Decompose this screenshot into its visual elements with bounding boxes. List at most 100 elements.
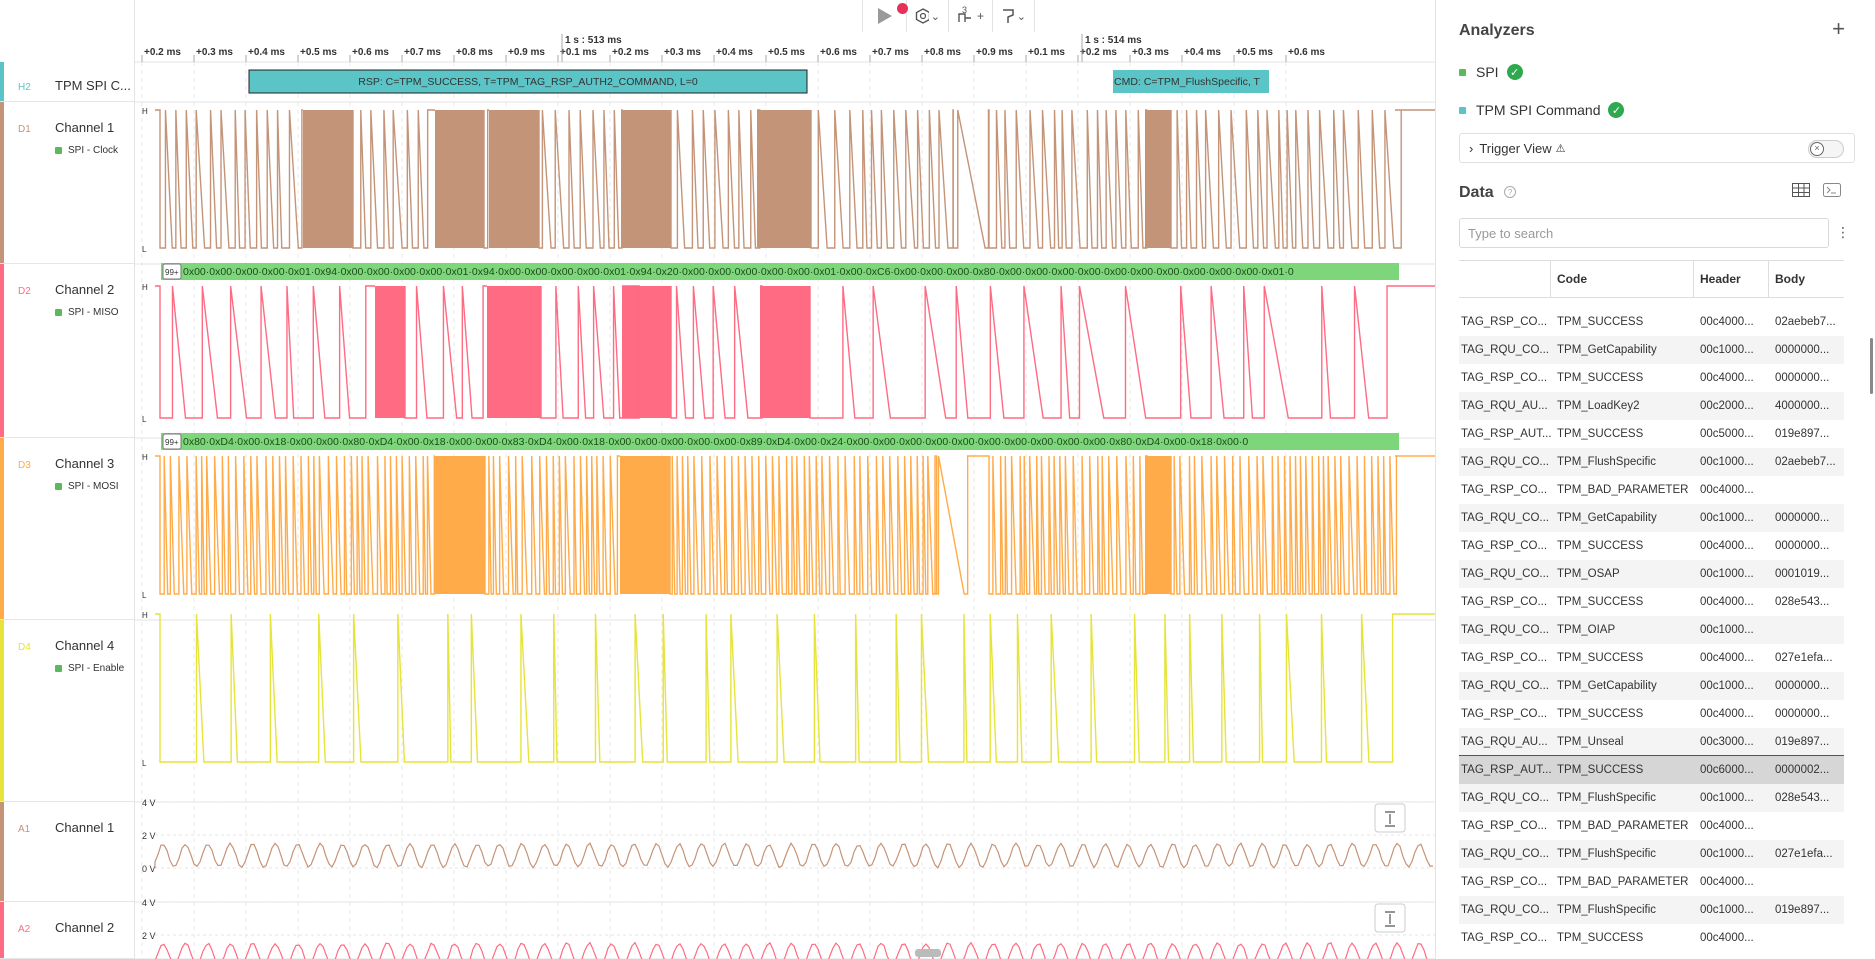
table-row[interactable]: TAG_RQU_CO... TPM_GetCapability 00c1000...… <box>1459 336 1844 364</box>
signal-high-marker: H <box>142 453 148 462</box>
column-header-code[interactable]: Code <box>1551 261 1694 297</box>
table-view-icon[interactable] <box>1792 183 1810 200</box>
ruler-tick-label: +0.8 ms <box>456 47 493 58</box>
clock-waveform[interactable] <box>155 109 1435 249</box>
table-cell: TAG_RQU_CO... <box>1461 512 1549 524</box>
mosi-waveform[interactable] <box>155 455 1435 595</box>
analog-channel-1-trace[interactable] <box>154 841 1434 869</box>
table-row[interactable]: TAG_RSP_CO... TPM_BAD_PARAMETER 00c4000... <box>1459 868 1844 896</box>
dense-burst <box>303 110 353 248</box>
help-icon[interactable]: ? <box>1504 186 1517 198</box>
channel-name[interactable]: Channel 1 <box>55 820 115 835</box>
enable-waveform[interactable] <box>155 613 1435 763</box>
channel-tag: H2 <box>18 82 31 93</box>
table-scrollbar[interactable] <box>1870 338 1873 394</box>
table-row[interactable]: TAG_RQU_AU... TPM_Unseal 00c3000... 019e897… <box>1459 728 1844 756</box>
decoded-data-table[interactable]: Code Header Body TAG_RSP_CO... TPM_SUCCES… <box>1459 260 1844 959</box>
channel-label-d1[interactable]: D1 Channel 1 SPI - Clock <box>0 102 135 264</box>
table-row[interactable]: TAG_RSP_CO... TPM_SUCCESS 00c4000... <box>1459 924 1844 952</box>
column-header-body[interactable]: Body <box>1775 272 1805 286</box>
channel-label-d3[interactable]: D3 Channel 3 SPI - MOSI <box>0 438 135 620</box>
channel-label-a2[interactable]: A2 Channel 2 <box>0 902 135 959</box>
channel-label-d4[interactable]: D4 Channel 4 SPI - Enable <box>0 620 135 802</box>
add-analyzer-icon[interactable]: + <box>1832 16 1845 41</box>
table-row[interactable]: TAG_RSP_CO... TPM_SUCCESS 00c4000... 000000… <box>1459 532 1844 560</box>
table-cell: TPM_SUCCESS <box>1557 596 1644 608</box>
column-header-header[interactable]: Header <box>1694 261 1769 297</box>
channel-name[interactable]: Channel 1 <box>55 120 115 135</box>
table-row[interactable]: TAG_RQU_CO... TPM_OIAP 00c1000... <box>1459 616 1844 644</box>
horizontal-scrollbar-thumb[interactable] <box>915 949 941 957</box>
column-header-type[interactable] <box>1459 261 1551 297</box>
table-cell: 00c2000... <box>1700 400 1754 412</box>
signal-low-marker: L <box>142 759 147 768</box>
fit-vertical-icon <box>1385 811 1395 827</box>
channel-name[interactable]: Channel 2 <box>55 920 115 935</box>
channel-subtitle: SPI - MISO <box>68 307 119 318</box>
analog-channel-2-trace[interactable] <box>155 941 1433 959</box>
miso-count-label: 99+ <box>165 268 179 277</box>
check-circle-icon: ✓ <box>1608 102 1625 118</box>
table-row[interactable]: TAG_RQU_CO... TPM_FlushSpecific 00c1000...… <box>1459 896 1844 924</box>
add-marker-button[interactable]: 3 + <box>949 0 993 32</box>
time-ruler[interactable] <box>135 0 1435 62</box>
more-options-icon[interactable]: ⋮ <box>1836 224 1850 240</box>
table-row[interactable]: TAG_RSP_CO... TPM_BAD_PARAMETER 00c4000... <box>1459 476 1844 504</box>
table-cell: 0000000... <box>1775 680 1830 692</box>
channel-label-d2[interactable]: D2 Channel 2 SPI - MISO <box>0 264 135 438</box>
table-row[interactable]: TAG_RQU_CO... TPM_OSAP 00c1000... 0001019..… <box>1459 560 1844 588</box>
trigger-view-toggle[interactable]: × <box>1808 140 1844 158</box>
table-cell: TAG_RSP_CO... <box>1461 876 1548 888</box>
device-settings-button[interactable]: ⌄ <box>907 0 949 32</box>
start-capture-button[interactable] <box>863 0 908 32</box>
channel-name[interactable]: TPM SPI C... <box>55 78 131 93</box>
table-cell: 028e543... <box>1775 596 1830 608</box>
table-cell: TAG_RQU_CO... <box>1461 848 1549 860</box>
table-row[interactable]: TAG_RSP_CO... TPM_SUCCESS 00c4000... 028e54… <box>1459 588 1844 616</box>
table-cell: TAG_RQU_CO... <box>1461 568 1549 580</box>
table-row[interactable]: TAG_RSP_AUT... TPM_SUCCESS 00c5000... 019e8… <box>1459 420 1844 448</box>
warning-icon: ⚠ <box>1555 142 1566 155</box>
trigger-settings-button[interactable]: ⌄ <box>993 0 1035 32</box>
table-row[interactable]: TAG_RQU_CO... TPM_FlushSpecific 00c1000...… <box>1459 840 1844 868</box>
table-cell: 00c1000... <box>1700 624 1754 636</box>
table-cell: 027e1efa... <box>1775 848 1833 860</box>
table-row[interactable]: TAG_RQU_CO... TPM_GetCapability 00c1000...… <box>1459 504 1844 532</box>
table-row[interactable]: TAG_RQU_AU... TPM_LoadKey2 00c2000... 40000… <box>1459 392 1844 420</box>
table-row[interactable]: TAG_RSP_CO... TPM_SUCCESS 00c4000... 02aebe… <box>1459 308 1844 336</box>
analyzer-dot-icon <box>55 309 62 316</box>
table-cell: TAG_RSP_CO... <box>1461 540 1548 552</box>
data-search-input[interactable] <box>1459 218 1829 248</box>
table-row[interactable]: TAG_RQU_CO... TPM_FlushSpecific 00c1000...… <box>1459 448 1844 476</box>
channel-name[interactable]: Channel 3 <box>55 456 115 471</box>
analyzer-assignment: SPI - Enable <box>55 663 124 674</box>
channel-label-a1[interactable]: A1 Channel 1 <box>0 802 135 902</box>
terminal-view-icon[interactable] <box>1823 183 1841 200</box>
decoded-frame-rsp[interactable] <box>248 69 808 94</box>
channel-name[interactable]: Channel 4 <box>55 638 115 653</box>
dense-burst <box>435 456 485 594</box>
miso-waveform[interactable] <box>155 285 1435 419</box>
table-row[interactable]: TAG_RQU_CO... TPM_GetCapability 00c1000...… <box>1459 672 1844 700</box>
table-cell: 019e897... <box>1775 736 1830 748</box>
waveform-view[interactable]: +0.2 ms +0.3 ms +0.4 ms +0.5 ms +0.6 ms +0.7 … <box>135 0 1435 959</box>
table-row[interactable]: TAG_RSP_CO... TPM_BAD_PARAMETER 00c4000... <box>1459 812 1844 840</box>
decoded-frame-cmd[interactable] <box>1113 70 1269 93</box>
table-row[interactable]: TAG_RSP_CO... TPM_SUCCESS 00c4000... 000000… <box>1459 364 1844 392</box>
mosi-byte-strip[interactable] <box>161 433 1399 450</box>
channel-name[interactable]: Channel 2 <box>55 282 115 297</box>
table-row[interactable]: TAG_RQU_CO... TPM_FlushSpecific 00c1000...… <box>1459 784 1844 812</box>
ruler-tick-label: +0.9 ms <box>976 47 1013 58</box>
channel-label-h2[interactable]: H2 TPM SPI C... <box>0 62 135 102</box>
table-row[interactable]: TAG_RSP_CO... TPM_SUCCESS 00c4000... 000000… <box>1459 700 1844 728</box>
miso-byte-strip[interactable] <box>161 263 1399 280</box>
table-cell: 00c4000... <box>1700 652 1754 664</box>
analyzer-item-tpm-spi-command[interactable]: TPM SPI Command ✓ <box>1459 102 1625 118</box>
analyzer-item-spi[interactable]: SPI ✓ <box>1459 64 1523 80</box>
waveform-canvas[interactable]: +0.2 ms +0.3 ms +0.4 ms +0.5 ms +0.6 ms +0.7 … <box>135 0 1435 959</box>
table-row[interactable]: TAG_RSP_AUT... TPM_SUCCESS 00c6000... 00000… <box>1459 755 1844 785</box>
trigger-view-section[interactable]: › Trigger View ⚠ × <box>1459 133 1855 163</box>
decoded-frame-cmd-label: CMD: C=TPM_FlushSpecific, T <box>1114 76 1261 88</box>
table-cell: TAG_RQU_CO... <box>1461 680 1549 692</box>
table-row[interactable]: TAG_RSP_CO... TPM_SUCCESS 00c4000... 027e1e… <box>1459 644 1844 672</box>
